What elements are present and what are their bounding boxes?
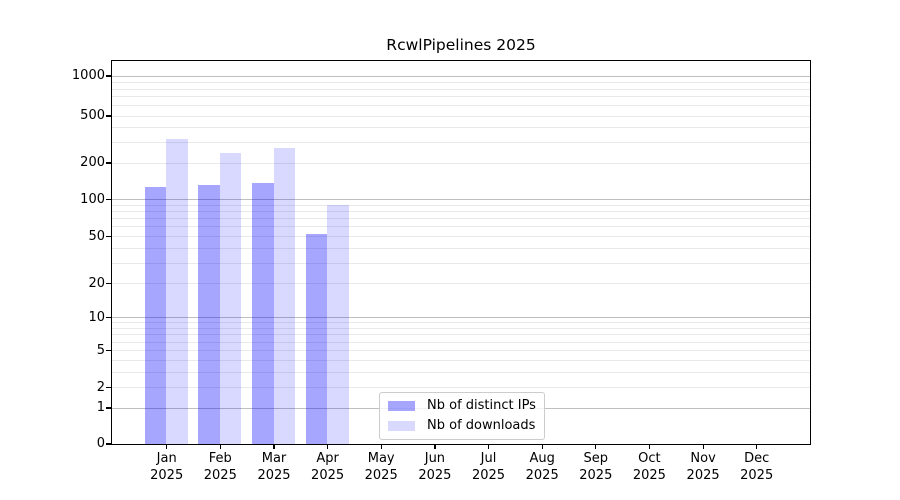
- y-tick-label-100: 100: [80, 191, 105, 207]
- gridline-6: [112, 341, 810, 343]
- y-tick-label-20: 20: [88, 275, 105, 291]
- y-tick-mark: [106, 75, 111, 77]
- y-tick-mark: [106, 349, 111, 352]
- y-tick-label-500: 500: [80, 108, 105, 123]
- gridline-4: [112, 359, 810, 361]
- gridline-80: [112, 211, 810, 212]
- y-tick-label-50: 50: [88, 228, 105, 244]
- gridline-2: [112, 387, 810, 389]
- x-tick-mark: [702, 443, 704, 449]
- chart-title: RcwlPipelines 2025: [386, 36, 536, 54]
- gridline-20: [112, 283, 810, 285]
- plot-area: [111, 60, 811, 445]
- x-tick-label-jul: Jul 2025: [471, 451, 506, 483]
- y-tick-mark: [106, 115, 111, 117]
- y-tick-mark: [106, 198, 111, 201]
- bar-ips-jan: [144, 187, 167, 444]
- x-tick-label-may: May 2025: [364, 451, 398, 483]
- gridline-30: [112, 262, 810, 264]
- gridline-70: [112, 218, 810, 220]
- gridline-100: [112, 199, 810, 201]
- bar-ips-apr: [305, 234, 328, 444]
- gridline-5: [112, 350, 810, 352]
- x-tick-mark: [219, 443, 221, 449]
- x-tick-label-dec: Dec 2025: [740, 451, 774, 483]
- gridline-10: [112, 317, 810, 319]
- gridline-40: [112, 247, 810, 249]
- gridline-60: [112, 226, 810, 228]
- y-tick-mark: [106, 162, 111, 164]
- x-tick-mark: [756, 443, 758, 449]
- x-tick-label-apr: Apr 2025: [311, 451, 345, 483]
- gridline-800: [112, 88, 810, 90]
- x-tick-mark: [648, 443, 651, 449]
- gridline-9: [112, 322, 810, 324]
- x-tick-label-sep: Sep 2025: [579, 451, 613, 483]
- y-tick-label-5: 5: [96, 342, 105, 358]
- legend-label-downloads: Nb of downloads: [427, 418, 536, 433]
- bar-downloads-apr: [327, 204, 349, 444]
- x-tick-label-nov: Nov 2025: [686, 451, 720, 483]
- x-tick-label-feb: Feb 2025: [203, 451, 237, 483]
- bar-ips-mar: [252, 183, 274, 444]
- x-tick-mark: [166, 443, 168, 449]
- x-tick-label-jun: Jun 2025: [418, 451, 452, 483]
- bar-downloads-mar: [273, 148, 296, 444]
- gridline-200: [112, 162, 810, 164]
- legend: Nb of distinct IPs Nb of downloads: [379, 392, 545, 440]
- gridline-7: [112, 334, 810, 336]
- x-tick-mark: [595, 443, 597, 449]
- bar-downloads-feb: [219, 153, 242, 444]
- y-tick-label-2: 2: [96, 379, 105, 395]
- y-tick-mark: [106, 235, 111, 238]
- y-tick-label-200: 200: [80, 155, 105, 170]
- gridline-3: [112, 371, 810, 373]
- y-tick-mark: [106, 386, 111, 389]
- x-tick-mark: [541, 443, 543, 449]
- x-tick-mark: [273, 443, 275, 449]
- bar-ips-feb: [198, 184, 220, 444]
- x-tick-mark: [487, 443, 490, 449]
- x-tick-label-mar: Mar 2025: [257, 451, 291, 483]
- x-tick-label-oct: Oct 2025: [632, 451, 666, 483]
- x-tick-mark: [380, 443, 382, 449]
- gridline-500: [112, 115, 810, 117]
- y-tick-label-1: 1: [96, 400, 105, 415]
- x-tick-label-jan: Jan 2025: [150, 451, 184, 483]
- y-tick-mark: [106, 443, 111, 445]
- gridline-900: [112, 81, 810, 83]
- y-tick-mark: [106, 282, 111, 285]
- y-tick-label-1000: 1000: [71, 68, 105, 83]
- y-tick-mark: [106, 407, 111, 409]
- legend-swatch-distinct-ips: [388, 401, 415, 411]
- gridline-90: [112, 204, 810, 206]
- gridline-50: [112, 236, 810, 238]
- gridline-1000: [112, 75, 810, 77]
- gridline-400: [112, 127, 810, 129]
- gridline-300: [112, 141, 810, 143]
- legend-label-distinct-ips: Nb of distinct IPs: [427, 398, 536, 413]
- gridline-600: [112, 105, 810, 107]
- y-tick-mark: [106, 316, 111, 319]
- legend-item-distinct-ips: Nb of distinct IPs: [388, 397, 536, 415]
- gridline-8: [112, 328, 810, 329]
- gridline-700: [112, 96, 810, 98]
- x-tick-mark: [434, 443, 436, 449]
- legend-item-downloads: Nb of downloads: [388, 417, 536, 435]
- bar-downloads-jan: [166, 138, 188, 444]
- legend-swatch-downloads: [388, 421, 415, 431]
- x-tick-mark: [327, 443, 329, 449]
- y-tick-label-0: 0: [96, 436, 105, 451]
- x-tick-label-aug: Aug 2025: [525, 451, 559, 483]
- y-tick-label-10: 10: [88, 309, 105, 325]
